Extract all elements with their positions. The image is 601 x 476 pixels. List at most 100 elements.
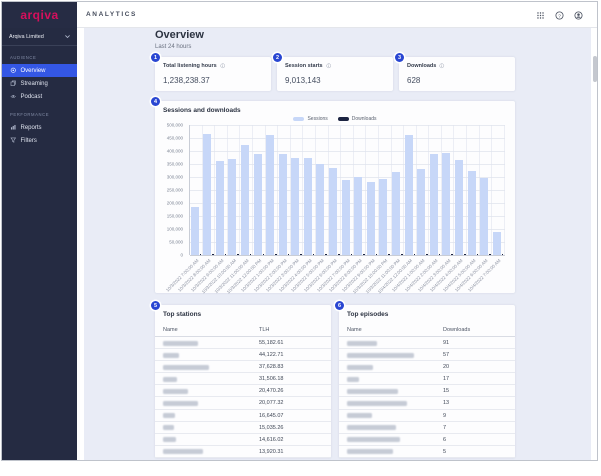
redacted-name: [347, 364, 373, 370]
filters-icon: [10, 137, 17, 144]
y-axis-tick-label: 250,000: [166, 187, 183, 193]
info-icon[interactable]: [439, 63, 445, 69]
legend-item-downloads: Downloads: [337, 116, 377, 122]
sessions-bar: [253, 154, 262, 255]
downloads-bar: [350, 254, 353, 255]
gridline: [190, 255, 505, 256]
sidebar-item-overview[interactable]: Overview: [2, 64, 77, 77]
redacted-name: [347, 449, 393, 455]
scrollbar-thumb[interactable]: [593, 56, 597, 82]
downloads-bar: [476, 254, 479, 255]
sessions-bar: [215, 161, 224, 255]
y-axis-tick-label: 150,000: [166, 213, 183, 219]
sessions-bar: [467, 171, 476, 255]
table-row: 15,035.26: [155, 422, 331, 434]
table-row-value: 5: [443, 448, 447, 455]
table-row-value: 13,920.31: [259, 448, 284, 455]
table-card-top-episodes: 6 Top episodes Name Downloads 91 57 20 17 15 13 9 7…: [335, 301, 515, 458]
account-icon[interactable]: [574, 10, 583, 20]
chart-title: Sessions and downloads: [163, 107, 241, 114]
sidebar-item-label: Podcast: [20, 93, 43, 100]
sessions-bar: [366, 182, 375, 255]
table-row: 37,628.83: [155, 361, 331, 374]
redacted-name: [347, 425, 396, 431]
table-row: 13: [339, 397, 515, 410]
table-row: 44,122.71: [155, 349, 331, 362]
y-axis-tick-label: 350,000: [166, 161, 183, 167]
sessions-bar: [341, 180, 350, 255]
redacted-name: [163, 376, 177, 382]
legend-label: Sessions: [307, 116, 328, 122]
bar-group: 10/3/2022 10:00:00 PM: [352, 125, 392, 295]
table-row: 55,182.61: [155, 337, 331, 350]
sessions-bar: [228, 159, 237, 255]
sessions-bar: [278, 154, 287, 255]
bar-group: 10/3/2022 6:00:00 PM: [303, 125, 342, 293]
redacted-name: [163, 437, 176, 443]
redacted-name: [347, 352, 414, 358]
table-row-value: 20: [443, 364, 450, 371]
sessions-bar: [417, 169, 426, 255]
table-row-value: 17: [443, 376, 450, 383]
stat-card-label: Total listening hours: [163, 63, 217, 69]
info-icon[interactable]: [220, 63, 226, 69]
table-title: Top episodes: [347, 311, 389, 318]
downloads-bar: [401, 254, 403, 255]
org-selector[interactable]: Arqiva Limited: [2, 28, 77, 46]
bar-group: 10/3/2022 1:00:00 PM: [240, 125, 279, 293]
apps-grid-icon[interactable]: [536, 11, 545, 20]
sessions-bar: [492, 232, 501, 255]
bar-group: 10/4/2022 2:00:00 AM: [404, 125, 442, 293]
bar-group: 10/3/2022 7:00:00 PM: [316, 125, 354, 293]
downloads-bar: [451, 254, 453, 255]
sessions-bar: [203, 134, 212, 255]
table-header-row: Name TLH: [155, 325, 331, 337]
brand-logo: arqiva: [20, 8, 59, 22]
downloads-bar: [501, 254, 504, 255]
table-row-value: 57: [443, 352, 450, 359]
bar-group: 10/4/2022 6:00:00 AM: [454, 125, 493, 293]
sessions-bar: [404, 135, 413, 255]
overview-icon: [10, 67, 17, 74]
table-row: 17: [339, 373, 515, 386]
redacted-name: [163, 400, 198, 406]
table-row-value: 44,122.71: [259, 352, 284, 359]
sessions-bar: [240, 145, 249, 255]
table-card-top-stations: 5 Top stations Name TLH 55,182.61 44,122.71 37…: [151, 301, 331, 458]
bar-group: 10/3/2022 5:00:00 PM: [290, 125, 329, 293]
redacted-name: [347, 340, 377, 346]
y-axis-tick-label: 100,000: [166, 226, 183, 232]
downloads-bar: [287, 254, 290, 255]
redacted-name: [347, 376, 359, 382]
sessions-downloads-chart-card: 4 Sessions and downloads Sessions Downloa…: [151, 97, 515, 295]
info-icon[interactable]: [326, 63, 332, 69]
stat-card-label: Downloads: [407, 63, 437, 69]
top-bar: arqiva ANALYTICS ?: [2, 2, 597, 28]
page-subtitle: Last 24 hours: [155, 44, 192, 50]
stat-card-downloads: 3 Downloads 628: [395, 53, 515, 91]
main-area: Overview Last 24 hours 1 Total listening …: [77, 28, 597, 460]
y-axis-tick-label: 200,000: [166, 200, 183, 206]
sidebar-item-reports[interactable]: Reports: [2, 121, 77, 134]
help-icon[interactable]: ?: [555, 10, 564, 20]
redacted-name: [163, 364, 209, 370]
reports-icon: [10, 124, 17, 131]
redacted-name: [347, 400, 407, 406]
table-row-value: 91: [443, 340, 450, 346]
page-title: Overview: [155, 29, 204, 41]
sidebar: Arqiva Limited AUDIENCE Overview Streaming…: [2, 28, 77, 460]
redacted-name: [163, 449, 203, 455]
sidebar-item-label: Filters: [20, 137, 37, 144]
stat-label-row: Total listening hours: [163, 63, 225, 69]
table-row: 57: [339, 349, 515, 362]
sidebar-item-podcast[interactable]: Podcast: [2, 90, 77, 103]
table-row-value: 20,077.32: [259, 400, 284, 407]
app-label: ANALYTICS: [86, 11, 137, 18]
sidebar-item-streaming[interactable]: Streaming: [2, 77, 77, 90]
annotation-badge-1: 1: [151, 53, 160, 62]
bar-group: 10/3/2022 10:00:00 AM: [201, 125, 241, 294]
stat-card-total-listening-hours: 1 Total listening hours 1,238,238.37: [151, 53, 271, 91]
bar-group: 10/4/2022 1:00:00 AM: [391, 125, 430, 293]
sidebar-item-filters[interactable]: Filters: [2, 134, 77, 147]
table-row-value: 16,645.07: [259, 412, 284, 419]
